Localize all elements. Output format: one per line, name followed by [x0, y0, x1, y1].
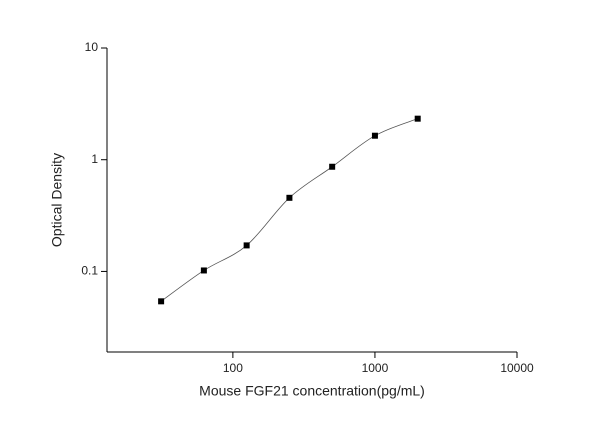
- point: [243, 242, 250, 249]
- x-axis-label: Mouse FGF21 concentration(pg/mL): [199, 383, 425, 399]
- y-axis-label: Optical Density: [49, 153, 65, 247]
- y-tick-label: 1: [91, 152, 98, 166]
- x-tick-label: 1000: [362, 361, 389, 375]
- point: [286, 194, 293, 201]
- point: [200, 267, 207, 274]
- point: [371, 132, 378, 139]
- fit-curve: [160, 118, 418, 302]
- x-tick-label: 100: [223, 361, 243, 375]
- y-tick-label: 10: [85, 40, 99, 54]
- x-tick-label: 10000: [500, 361, 534, 375]
- point: [158, 298, 165, 305]
- y-tick-label: 0.1: [81, 264, 98, 278]
- point: [329, 163, 336, 170]
- point: [414, 115, 421, 122]
